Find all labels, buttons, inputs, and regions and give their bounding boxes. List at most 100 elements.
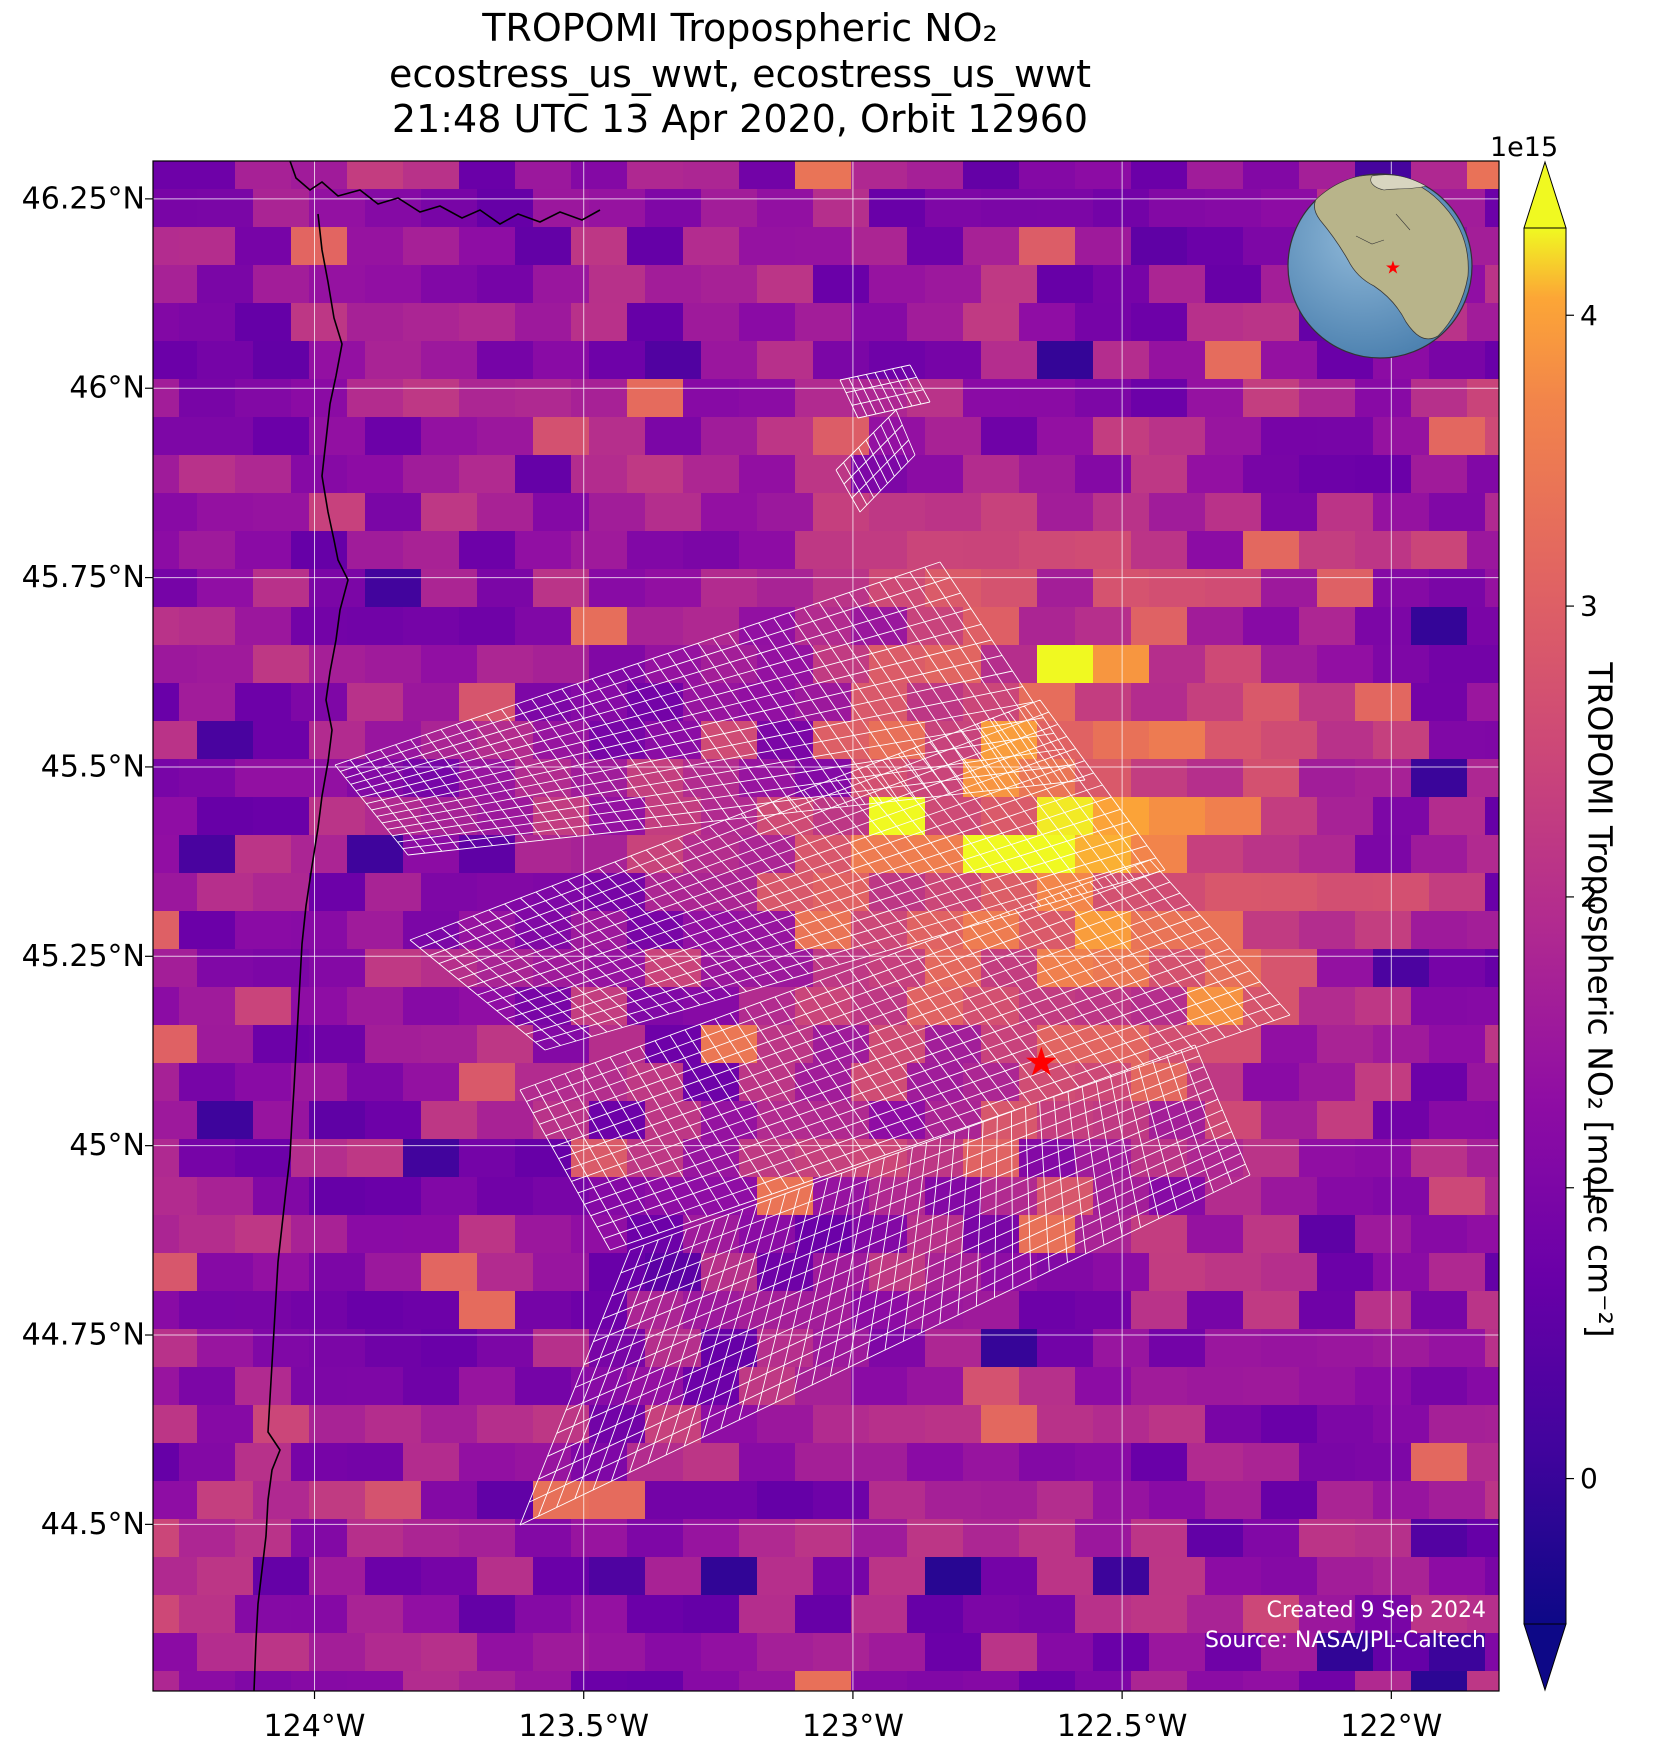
no2-pixel <box>179 455 236 494</box>
no2-pixel <box>1149 1101 1206 1140</box>
no2-pixel <box>515 1215 572 1254</box>
no2-pixel <box>627 607 684 646</box>
no2-pixel <box>645 1633 702 1672</box>
no2-pixel <box>701 1253 758 1292</box>
no2-pixel <box>421 1025 478 1064</box>
footprint-swath-1 <box>334 561 1086 856</box>
no2-pixel <box>1261 341 1318 380</box>
no2-pixel <box>1355 987 1412 1026</box>
no2-pixel <box>347 455 404 494</box>
no2-pixel <box>291 1291 348 1330</box>
no2-pixel <box>1093 1253 1150 1292</box>
no2-pixel <box>1019 1671 1076 1691</box>
no2-pixel <box>1355 759 1412 798</box>
no2-pixel <box>1411 683 1468 722</box>
no2-pixel <box>235 455 292 494</box>
no2-pixel <box>571 1139 628 1178</box>
no2-pixel <box>963 1595 1020 1634</box>
no2-pixel <box>1037 265 1094 304</box>
no2-pixel <box>421 341 478 380</box>
no2-pixel <box>365 569 422 608</box>
no2-pixel <box>197 873 254 912</box>
no2-pixel <box>153 1063 180 1102</box>
no2-pixel <box>1429 1633 1486 1672</box>
no2-pixel <box>1373 721 1430 760</box>
no2-pixel <box>1243 1063 1300 1102</box>
no2-pixel <box>1261 1633 1318 1672</box>
no2-pixel <box>701 493 758 532</box>
no2-pixel <box>907 1367 964 1406</box>
no2-pixel <box>1205 1177 1262 1216</box>
no2-pixel <box>851 1291 908 1330</box>
no2-pixel <box>459 1443 516 1482</box>
no2-pixel <box>309 1101 366 1140</box>
no2-pixel <box>1317 1481 1374 1520</box>
no2-pixel <box>701 569 758 608</box>
no2-pixel <box>813 1405 870 1444</box>
no2-pixel <box>533 1557 590 1596</box>
no2-pixel <box>347 1063 404 1102</box>
no2-pixel <box>347 303 404 342</box>
no2-pixel <box>197 1253 254 1292</box>
no2-pixel <box>403 1671 460 1691</box>
colorbar: 0 1 2 3 4 <box>1523 160 1598 1692</box>
no2-pixel <box>347 607 404 646</box>
no2-pixel <box>1019 531 1076 570</box>
no2-pixel <box>757 1557 814 1596</box>
no2-pixel <box>1149 645 1206 684</box>
no2-pixel <box>981 1101 1038 1140</box>
no2-pixel <box>963 227 1020 266</box>
no2-pixel <box>291 1671 348 1691</box>
no2-pixel <box>645 1025 702 1064</box>
no2-pixel <box>1261 873 1318 912</box>
no2-pixel <box>571 1291 628 1330</box>
no2-pixel <box>571 455 628 494</box>
no2-pixel <box>153 227 180 266</box>
no2-pixel <box>1355 1595 1412 1634</box>
no2-pixel <box>1373 949 1430 988</box>
no2-pixel <box>1411 1519 1468 1558</box>
no2-pixel <box>869 189 926 228</box>
no2-pixel <box>421 949 478 988</box>
no2-pixel <box>963 1367 1020 1406</box>
no2-pixel <box>907 455 964 494</box>
no2-pixel <box>533 189 590 228</box>
no2-pixel <box>153 189 198 228</box>
no2-pixel <box>1205 265 1262 304</box>
no2-pixel <box>1317 1557 1374 1596</box>
no2-pixel <box>1149 1557 1206 1596</box>
no2-pixel <box>757 1481 814 1520</box>
no2-pixel <box>1429 1101 1486 1140</box>
no2-pixel <box>869 493 926 532</box>
no2-pixel <box>1317 1025 1374 1064</box>
no2-pixel <box>1075 683 1132 722</box>
no2-pixel <box>515 607 572 646</box>
no2-pixel <box>1373 1025 1430 1064</box>
no2-pixel <box>589 265 646 304</box>
no2-pixel <box>1467 1367 1499 1406</box>
no2-pixel <box>1261 1405 1318 1444</box>
lon-tick-label: 123.5°W <box>518 1709 649 1744</box>
no2-pixel <box>701 721 758 760</box>
no2-pixel <box>291 683 348 722</box>
no2-pixel <box>403 987 460 1026</box>
no2-pixel <box>459 1671 516 1691</box>
no2-pixel <box>851 607 908 646</box>
no2-pixel <box>795 303 852 342</box>
no2-pixel <box>907 161 964 190</box>
no2-pixel <box>571 1443 628 1482</box>
no2-pixel <box>925 341 982 380</box>
no2-pixel <box>1149 189 1206 228</box>
no2-pixel <box>851 1139 908 1178</box>
no2-pixel <box>1019 1063 1076 1102</box>
no2-pixel <box>533 493 590 532</box>
no2-pixel <box>1037 417 1094 456</box>
no2-pixel <box>851 1063 908 1102</box>
no2-pixel <box>1411 1595 1468 1634</box>
no2-pixel <box>403 1519 460 1558</box>
no2-pixel <box>291 1139 348 1178</box>
no2-pixel <box>403 455 460 494</box>
no2-pixel <box>347 987 404 1026</box>
no2-pixel <box>851 161 908 190</box>
no2-pixel <box>1467 911 1499 950</box>
